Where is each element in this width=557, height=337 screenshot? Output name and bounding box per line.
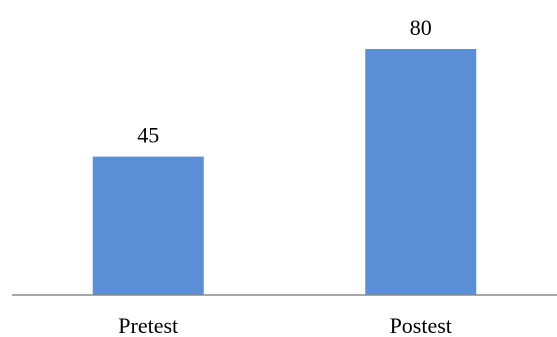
bars-layer: [92, 49, 477, 295]
x-tick-label-pretest: Pretest: [118, 313, 178, 337]
data-label-postest: 80: [410, 15, 432, 40]
labels-layer: 45 Pretest 80 Postest: [118, 15, 452, 337]
bar-postest: [365, 49, 477, 295]
x-tick-label-postest: Postest: [390, 313, 452, 337]
data-label-pretest: 45: [137, 123, 159, 148]
bar-pretest: [92, 156, 204, 295]
